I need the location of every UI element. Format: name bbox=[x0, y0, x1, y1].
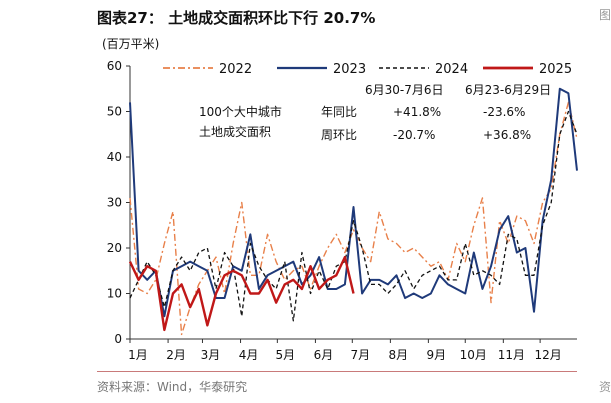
chart-title: 图表27： 土地成交面积环比下行 20.7% bbox=[97, 9, 376, 27]
y-tick-label: 60 bbox=[107, 59, 122, 73]
x-tick-label: 12月 bbox=[534, 348, 561, 362]
annotation-row-v1: -20.7% bbox=[393, 128, 435, 142]
x-tick-label: 10月 bbox=[460, 348, 487, 362]
series-line-2025 bbox=[128, 255, 355, 332]
series-line-2024 bbox=[129, 110, 578, 322]
x-tick-label: 5月 bbox=[276, 348, 296, 362]
x-tick-label: 9月 bbox=[427, 348, 447, 362]
legend-label-2024: 2024 bbox=[435, 62, 468, 77]
y-tick-label: 20 bbox=[107, 241, 122, 255]
y-unit-label: (百万平米) bbox=[102, 37, 160, 51]
annotation-label-line2: 土地成交面积 bbox=[199, 124, 271, 139]
x-tick-label: 7月 bbox=[350, 348, 370, 362]
series-line-2023 bbox=[129, 87, 578, 318]
legend-label-2023: 2023 bbox=[333, 62, 366, 77]
annotation-col1-header: 6月30-7月6日 bbox=[365, 83, 444, 97]
legend-label-2022: 2022 bbox=[219, 62, 252, 77]
annotation-row-v2: +36.8% bbox=[483, 128, 531, 142]
y-tick-label: 50 bbox=[107, 105, 122, 119]
legend-label-2025: 2025 bbox=[539, 62, 572, 77]
annotation-label-line1: 100个大中城市 bbox=[199, 104, 282, 119]
x-tick-label: 8月 bbox=[389, 348, 409, 362]
annotation-row-label: 周环比 bbox=[321, 128, 357, 142]
chart-axes: 0 10 20 30 40 50 60 1月 2月 3月 4月 5月 6月 7月 8月 9月 10月 11月 12月 bbox=[107, 59, 577, 362]
x-tick-label: 1月 bbox=[128, 348, 148, 362]
x-tick-label: 3月 bbox=[201, 348, 221, 362]
x-tick-label: 6月 bbox=[314, 348, 334, 362]
x-tick-label: 2月 bbox=[166, 348, 186, 362]
y-tick-label: 30 bbox=[107, 196, 122, 210]
x-tick-label: 11月 bbox=[498, 348, 525, 362]
footer-divider bbox=[97, 371, 577, 372]
source-note: 资料来源：Wind，华泰研究 bbox=[97, 380, 248, 394]
chart-series bbox=[128, 87, 578, 336]
chart-legend: 2022 2023 2024 2025 bbox=[163, 62, 572, 77]
series-line-2022 bbox=[129, 101, 578, 336]
edge-glyph-bottom: 资 bbox=[598, 380, 611, 394]
y-tick-label: 40 bbox=[107, 150, 122, 164]
annotation-row-label: 年同比 bbox=[321, 105, 357, 119]
annotation-col2-header: 6月23-6月29日 bbox=[465, 83, 551, 97]
edge-glyph-top: 图 bbox=[598, 8, 611, 22]
y-tick-label: 10 bbox=[107, 287, 122, 301]
x-tick-label: 4月 bbox=[239, 348, 259, 362]
annotation-row-v2: -23.6% bbox=[483, 105, 525, 119]
y-tick-label: 0 bbox=[114, 332, 122, 346]
annotation-row-v1: +41.8% bbox=[393, 105, 441, 119]
